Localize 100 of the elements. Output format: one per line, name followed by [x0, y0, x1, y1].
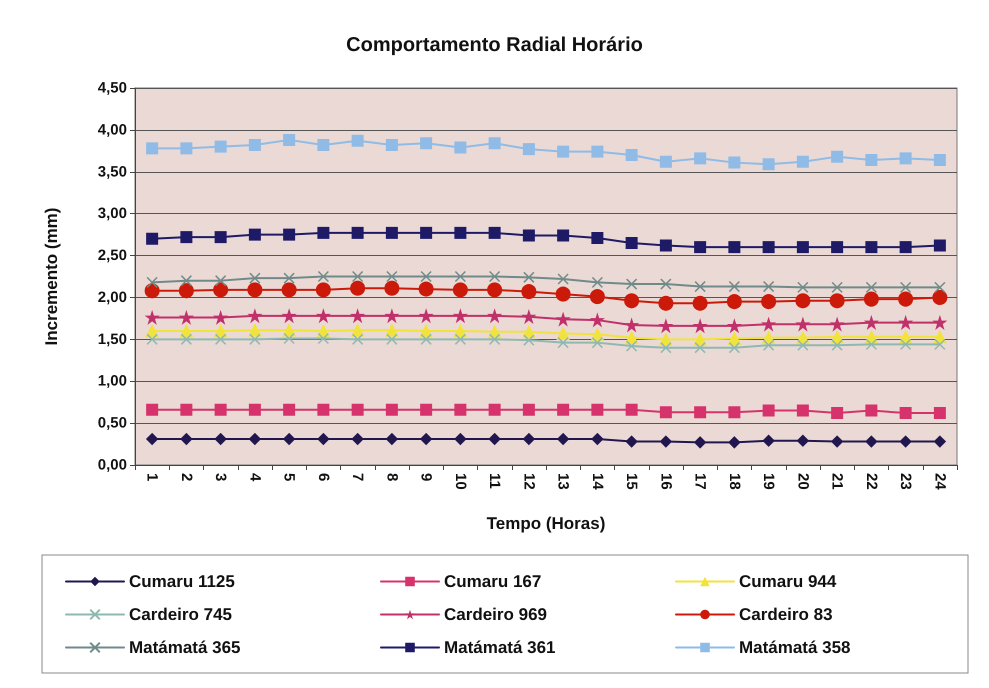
point — [317, 433, 330, 446]
point — [591, 433, 604, 446]
point — [762, 158, 775, 170]
point — [488, 433, 501, 446]
point — [694, 436, 706, 448]
legend-label: Cumaru 167 — [444, 572, 542, 591]
point — [592, 276, 604, 288]
point — [728, 406, 740, 418]
point — [796, 318, 810, 331]
point — [146, 433, 158, 446]
point — [454, 334, 466, 346]
point — [180, 433, 192, 446]
point — [420, 270, 432, 282]
legend-label: Matámatá 361 — [444, 638, 556, 657]
point — [660, 406, 672, 418]
x-tick-label: 21 — [828, 473, 846, 490]
point — [248, 433, 261, 446]
point — [900, 152, 912, 164]
point — [762, 434, 775, 447]
y-tick-label: 2,00 — [98, 288, 127, 306]
point — [728, 241, 740, 254]
x-tick-label: 19 — [760, 473, 778, 490]
point — [898, 292, 914, 307]
point — [454, 226, 466, 239]
point — [318, 332, 330, 344]
point — [865, 154, 878, 166]
point — [420, 226, 432, 239]
point — [522, 310, 536, 324]
point — [591, 232, 604, 244]
point — [386, 270, 398, 282]
x-tick-label: 22 — [862, 473, 880, 490]
point — [146, 311, 159, 324]
point — [282, 309, 296, 322]
point — [488, 334, 500, 346]
point — [248, 138, 261, 151]
point — [521, 284, 536, 300]
point — [386, 226, 398, 239]
point — [454, 404, 466, 416]
point — [933, 316, 946, 330]
point — [180, 231, 192, 244]
point — [557, 336, 569, 348]
point — [831, 436, 844, 448]
point — [626, 404, 638, 416]
point — [796, 156, 809, 168]
y-tick-label: 4,00 — [98, 121, 127, 138]
point — [384, 280, 400, 296]
point — [694, 241, 706, 254]
point — [385, 309, 398, 322]
point — [522, 433, 535, 446]
legend-label: Cardeiro 83 — [739, 605, 833, 624]
point — [591, 146, 604, 158]
point — [728, 319, 741, 332]
point — [556, 312, 570, 326]
x-tick-label: 14 — [588, 473, 606, 490]
point — [352, 226, 364, 239]
point — [522, 404, 535, 416]
point — [146, 142, 158, 154]
point — [932, 290, 948, 305]
point — [352, 134, 364, 147]
point — [900, 436, 912, 448]
x-tick-label: 6 — [314, 473, 332, 482]
point — [934, 436, 946, 448]
x-tick-label: 1 — [144, 473, 161, 482]
point — [420, 334, 432, 346]
point — [626, 436, 638, 448]
chart-title: Comportamento Radial Horário — [346, 34, 643, 56]
point — [352, 433, 364, 446]
point — [454, 309, 467, 322]
point — [452, 282, 468, 298]
point — [590, 314, 604, 327]
point — [762, 318, 776, 331]
point — [900, 338, 912, 350]
point — [625, 318, 638, 332]
point — [386, 404, 398, 416]
point — [180, 311, 193, 324]
point — [624, 293, 640, 308]
x-tick-label: 23 — [897, 473, 914, 490]
point — [146, 276, 158, 288]
point — [762, 339, 774, 351]
point — [557, 433, 570, 446]
point — [557, 146, 570, 158]
point — [316, 309, 330, 322]
point — [420, 309, 433, 322]
point — [146, 232, 158, 245]
x-tick-label: 18 — [726, 473, 743, 490]
point — [694, 152, 706, 164]
point — [351, 309, 364, 322]
point — [350, 280, 366, 296]
legend-label: Matámatá 365 — [129, 638, 241, 657]
point — [692, 296, 708, 311]
point — [454, 433, 466, 446]
point — [352, 334, 364, 346]
point — [831, 150, 844, 163]
point — [866, 338, 878, 350]
point — [317, 226, 330, 239]
point — [762, 404, 775, 417]
y-tick-label: 3,50 — [98, 163, 127, 180]
point — [487, 282, 502, 298]
legend-label: Cumaru 944 — [739, 572, 837, 591]
y-tick-label: 1,50 — [98, 330, 127, 348]
